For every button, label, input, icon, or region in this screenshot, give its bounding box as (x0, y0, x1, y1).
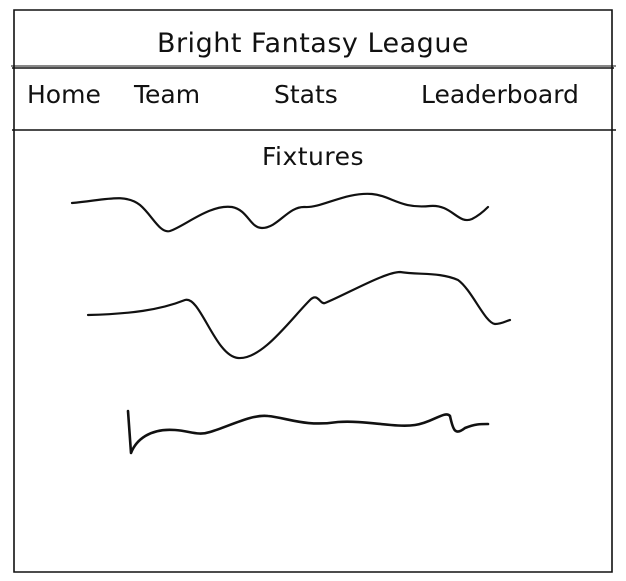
fixture-placeholder-line (126, 409, 490, 455)
section-heading-fixtures: Fixtures (261, 142, 365, 171)
nav-item-team[interactable]: Team (134, 80, 201, 109)
app-title: Bright Fantasy League (156, 28, 470, 59)
outer-border (13, 9, 613, 573)
nav-item-stats[interactable]: Stats (274, 80, 338, 109)
fixture-placeholder-line (86, 270, 512, 360)
fixture-placeholder-line (70, 192, 490, 233)
nav-item-leaderboard[interactable]: Leaderboard (421, 80, 579, 109)
nav-item-home[interactable]: Home (27, 80, 101, 109)
